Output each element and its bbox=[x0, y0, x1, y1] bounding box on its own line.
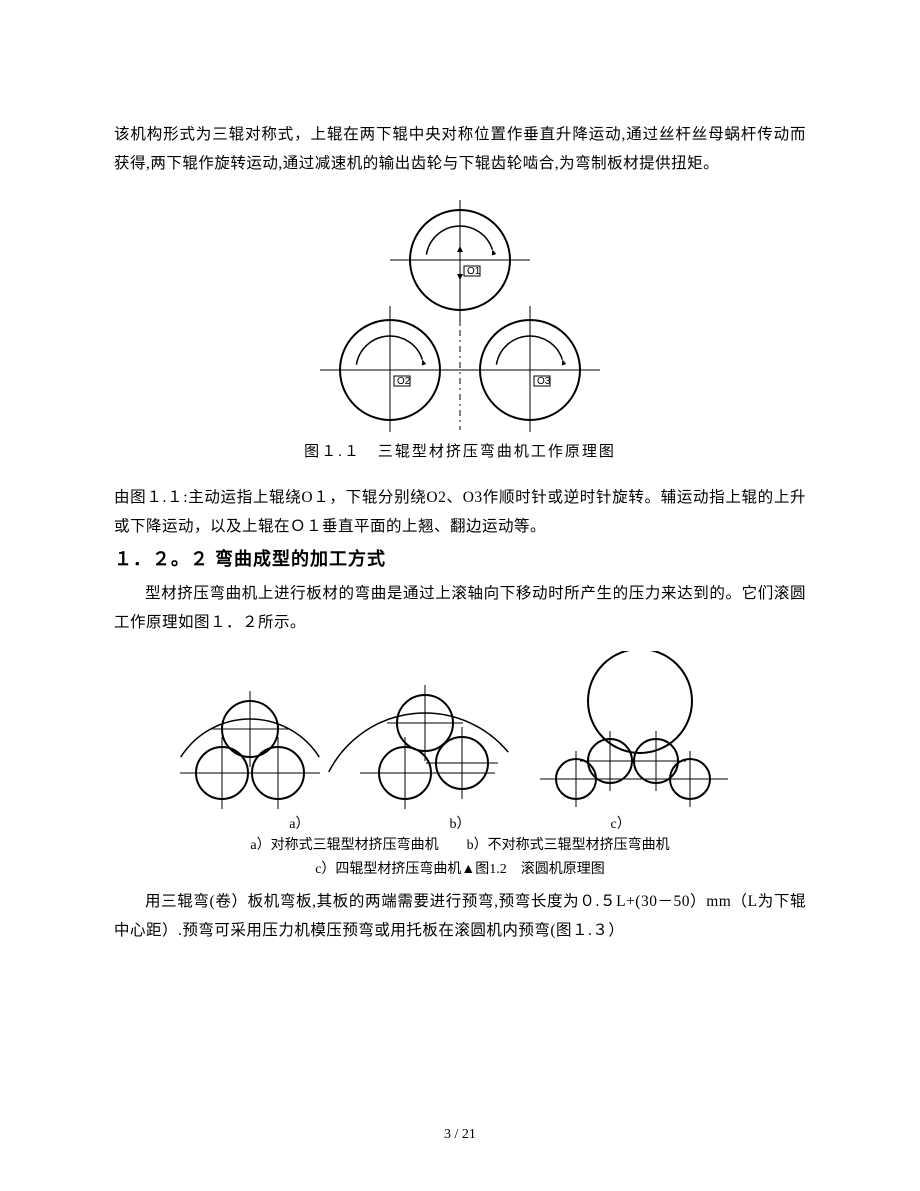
fig2-label-c: c） bbox=[611, 813, 631, 833]
figure-1-1: O1 O2 O3 bbox=[114, 200, 806, 432]
section-1-2-2-heading: １．２。２ 弯曲成型的加工方式 bbox=[114, 545, 806, 571]
fig2-sub-ab: a）对称式三辊型材挤压弯曲机 b）不对称式三辊型材挤压弯曲机 bbox=[114, 835, 806, 857]
para-after-fig2: 用三辊弯(卷）板机弯板,其板的两端需要进行预弯,预弯长度为０.５L+(30－50… bbox=[114, 887, 806, 945]
fig2-label-b: b） bbox=[450, 813, 471, 833]
para-after-fig1: 由图１.１:主动运指上辊绕O１，下辊分别绕O2、O3作顺时针或逆时针旋转。辅运动… bbox=[114, 483, 806, 541]
svg-text:O3: O3 bbox=[537, 376, 551, 387]
figure-1-2 bbox=[114, 651, 806, 811]
fig2-svg bbox=[180, 651, 740, 811]
section-1-2-2-body: 型材挤压弯曲机上进行板材的弯曲是通过上滚轴向下移动时所产生的压力来达到的。它们滚… bbox=[114, 579, 806, 637]
svg-text:O2: O2 bbox=[397, 376, 411, 387]
svg-text:O1: O1 bbox=[467, 266, 481, 277]
fig1-caption: 图１.１ 三辊型材挤压弯曲机工作原理图 bbox=[114, 440, 806, 461]
page-number: 3 / 21 bbox=[0, 1127, 920, 1143]
fig2-abc-labels: a） b） c） bbox=[114, 813, 806, 833]
intro-paragraph: 该机构形式为三辊对称式，上辊在两下辊中央对称位置作垂直升降运动,通过丝杆丝母蜗杆… bbox=[114, 120, 806, 178]
fig1-svg: O1 O2 O3 bbox=[290, 200, 630, 432]
fig2-label-a: a） bbox=[289, 813, 309, 833]
fig2-sub-c: c）四辊型材挤压弯曲机▲图1.2 滚圆机原理图 bbox=[114, 859, 806, 881]
